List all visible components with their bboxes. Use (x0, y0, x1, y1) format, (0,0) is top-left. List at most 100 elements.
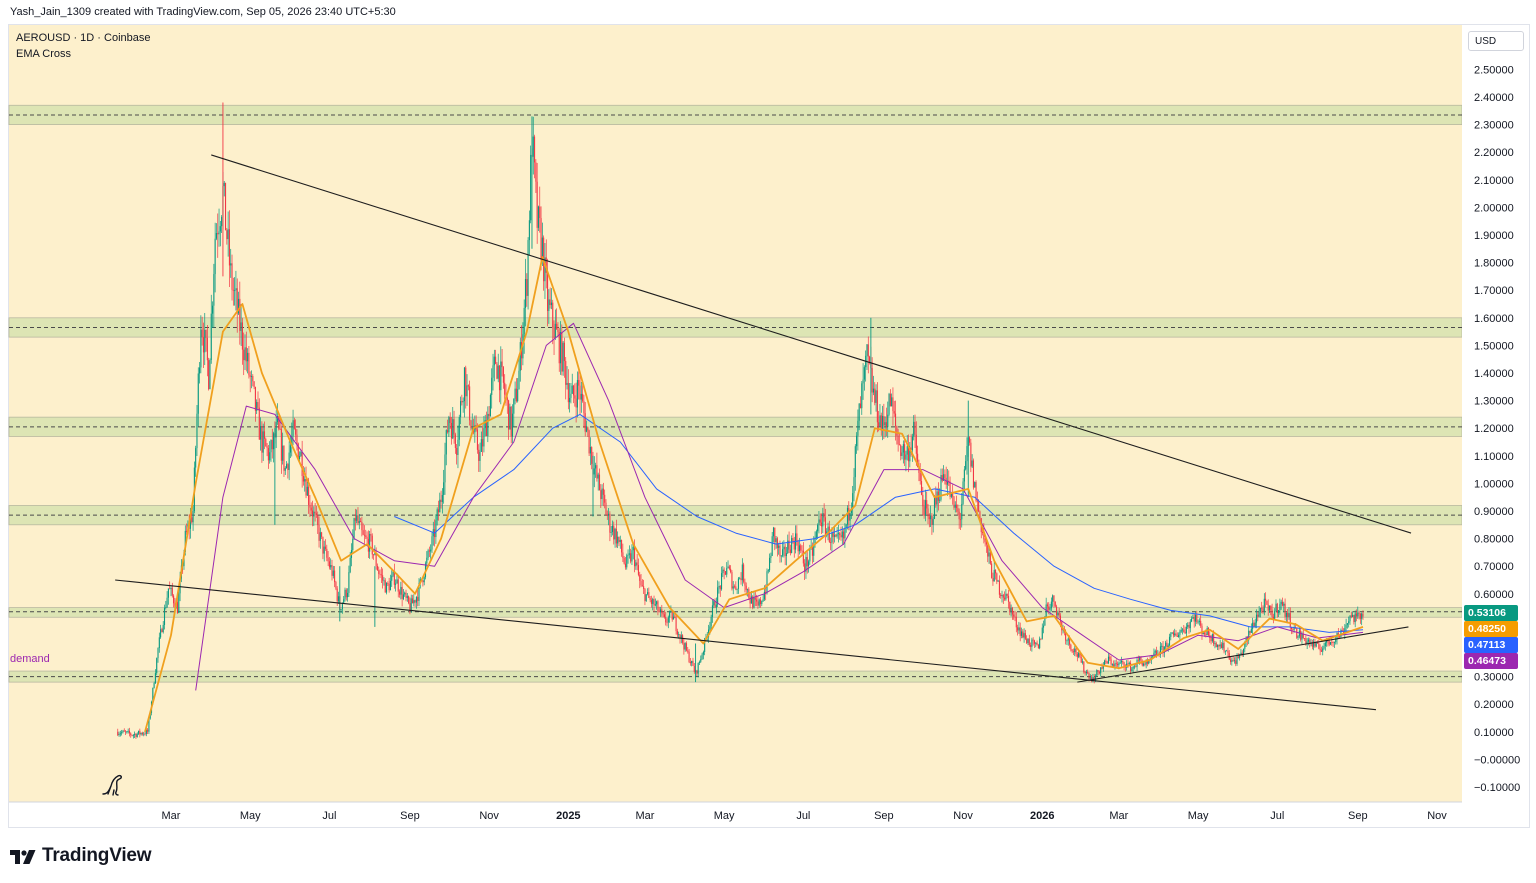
candle-body-19 (141, 732, 143, 735)
tradingview-logo[interactable]: TradingView (10, 845, 152, 867)
candle-468 (724, 570, 726, 576)
candle-710 (1039, 636, 1041, 650)
candle-body-693 (1017, 627, 1019, 631)
candle-222 (405, 589, 407, 602)
candle-body-423 (666, 622, 668, 624)
candle-body-775 (1123, 662, 1125, 667)
candle-440 (688, 648, 690, 664)
candle-body-602 (898, 444, 900, 446)
candle-142 (301, 440, 303, 488)
candle-body-788 (1140, 657, 1142, 662)
currency-selector[interactable]: USD (1468, 31, 1524, 51)
candle-body-105 (253, 381, 255, 388)
candle-body-607 (905, 454, 907, 460)
candle-739 (1076, 651, 1078, 662)
candle-body-338 (556, 323, 558, 330)
candle-722 (1054, 601, 1056, 608)
candle-113 (263, 421, 266, 450)
candle-body-544 (823, 513, 825, 518)
candle-687 (1009, 601, 1011, 616)
candle-447 (697, 662, 699, 678)
candle-911 (1300, 628, 1302, 642)
y-tick-label-9: 1.60000 (1474, 313, 1514, 325)
candle-body-567 (853, 477, 855, 494)
candle-19 (141, 731, 143, 736)
candle-515 (785, 547, 788, 566)
candle-395 (630, 548, 632, 564)
candle-body-755 (1097, 670, 1099, 672)
candle-body-80 (221, 217, 223, 227)
candle-body-293 (497, 365, 499, 379)
candle-335 (552, 299, 554, 345)
candle-346 (566, 366, 568, 390)
candle-818 (1179, 629, 1181, 641)
candle-343 (562, 340, 564, 376)
candle-826 (1189, 619, 1191, 633)
candle-585 (876, 382, 878, 433)
candle-body-211 (391, 575, 393, 581)
candle-body-283 (484, 420, 486, 429)
candle-body-596 (891, 397, 893, 407)
candle-body-589 (882, 416, 884, 429)
candle-389 (622, 543, 624, 562)
candle-898 (1283, 601, 1285, 613)
candle-body-631 (936, 491, 938, 505)
candle-360 (584, 402, 586, 437)
candle-242 (431, 532, 433, 554)
candle-594 (888, 392, 890, 417)
candle-body-641 (949, 481, 951, 497)
plot-area[interactable] (9, 25, 1462, 802)
candle-body-213 (393, 571, 395, 585)
candle-437 (684, 642, 686, 652)
candle-417 (658, 606, 660, 613)
candle-491 (754, 591, 756, 607)
candle-624 (927, 503, 929, 525)
candle-body-14 (135, 733, 137, 737)
candle-body-324 (537, 206, 540, 228)
candle-body-183 (354, 518, 356, 521)
candle-833 (1198, 618, 1200, 626)
candle-36 (163, 604, 166, 630)
candle-body-485 (746, 589, 749, 591)
candle-body-773 (1120, 660, 1123, 663)
candle-442 (691, 660, 693, 667)
candle-body-917 (1307, 639, 1310, 642)
candle-body-92 (236, 288, 238, 314)
candle-body-480 (740, 578, 742, 581)
candle-871 (1248, 626, 1250, 645)
candle-body-662 (976, 500, 978, 502)
candle-body-416 (657, 601, 659, 612)
candle-157 (321, 531, 323, 540)
candle-body-952 (1353, 615, 1355, 623)
candle-220 (402, 589, 404, 601)
candle-body-367 (593, 468, 595, 475)
candle-352 (574, 383, 576, 407)
candle-body-428 (672, 616, 675, 620)
y-tick-label-0: 2.50000 (1474, 64, 1514, 76)
candle-840 (1207, 627, 1210, 637)
symbol-title[interactable]: AEROUSD · 1D · Coinbase (16, 32, 151, 44)
indicator-label[interactable]: EMA Cross (16, 48, 72, 60)
candle-168 (335, 580, 337, 591)
candle-body-79 (219, 226, 221, 232)
candle-body-83 (224, 182, 227, 231)
candle-12 (132, 734, 134, 739)
candle-body-478 (737, 578, 739, 589)
candle-body-239 (427, 550, 429, 558)
candle-body-216 (397, 579, 399, 592)
candle-body-266 (462, 401, 464, 403)
candle-115 (266, 443, 268, 457)
candle-811 (1170, 632, 1172, 641)
y-tick-label-15: 1.00000 (1474, 478, 1514, 490)
candle-body-572 (859, 403, 862, 409)
candle-307 (515, 378, 517, 403)
candle-627 (931, 513, 933, 535)
candle-155 (318, 516, 320, 548)
candle-96 (241, 317, 243, 365)
candle-551 (832, 528, 834, 545)
candle-body-587 (879, 415, 881, 427)
candle-153 (315, 506, 317, 518)
candle-body-247 (437, 509, 440, 513)
candle-body-217 (398, 591, 401, 595)
